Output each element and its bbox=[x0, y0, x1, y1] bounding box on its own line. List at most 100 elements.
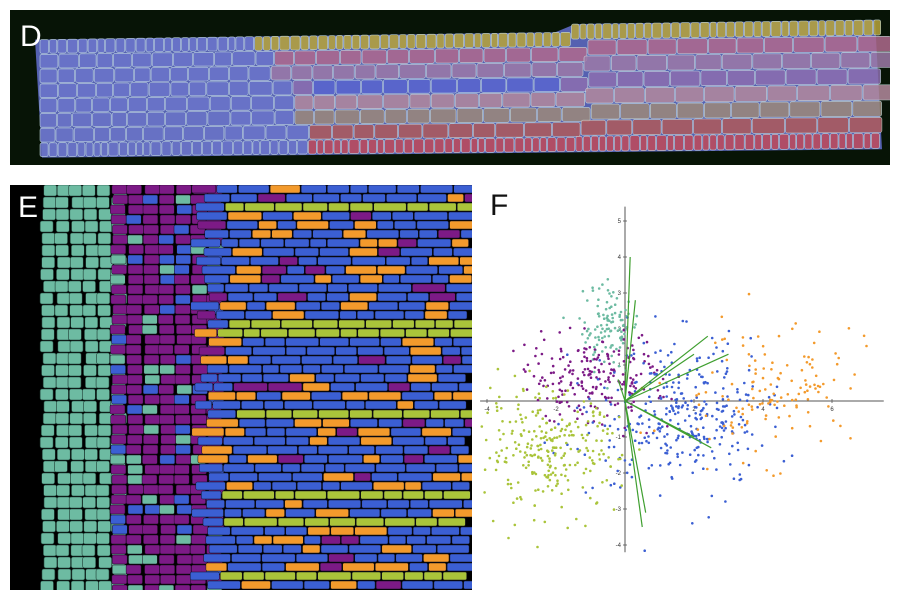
data-point bbox=[723, 337, 726, 341]
cell bbox=[479, 93, 503, 108]
data-point bbox=[803, 355, 806, 358]
cell bbox=[207, 36, 218, 52]
cell bbox=[395, 138, 404, 154]
cell bbox=[127, 254, 144, 265]
data-point bbox=[521, 387, 525, 391]
data-point bbox=[720, 410, 724, 413]
cell bbox=[126, 454, 142, 465]
cell bbox=[232, 247, 263, 257]
cell bbox=[255, 51, 275, 66]
cell bbox=[534, 32, 543, 48]
cell bbox=[238, 185, 270, 194]
data-point bbox=[586, 367, 590, 371]
cell bbox=[428, 445, 451, 455]
data-point bbox=[681, 404, 685, 407]
cell bbox=[606, 135, 614, 152]
cell bbox=[293, 211, 322, 221]
cell bbox=[96, 508, 111, 521]
data-point bbox=[741, 336, 745, 339]
data-point bbox=[591, 391, 594, 394]
data-point bbox=[772, 474, 775, 478]
data-point bbox=[654, 351, 657, 354]
cell bbox=[55, 544, 70, 557]
cell bbox=[224, 508, 242, 518]
cell bbox=[109, 354, 126, 365]
cell bbox=[217, 373, 242, 383]
data-point bbox=[730, 382, 734, 386]
cell bbox=[96, 292, 111, 305]
cell bbox=[110, 434, 127, 445]
cell bbox=[348, 283, 378, 293]
data-point bbox=[758, 389, 762, 393]
cell bbox=[616, 39, 648, 56]
cell bbox=[231, 553, 262, 563]
data-point bbox=[613, 303, 617, 306]
data-point bbox=[603, 386, 606, 390]
data-point bbox=[585, 329, 589, 333]
cell bbox=[243, 328, 261, 338]
cell bbox=[125, 334, 142, 345]
cell bbox=[125, 444, 142, 455]
data-point bbox=[593, 348, 597, 351]
data-point bbox=[606, 289, 610, 292]
data-point bbox=[706, 440, 709, 444]
cell bbox=[383, 346, 410, 356]
data-point bbox=[602, 370, 605, 373]
cell bbox=[403, 445, 429, 455]
data-point bbox=[539, 456, 543, 460]
cell bbox=[335, 346, 357, 356]
cell bbox=[70, 460, 84, 473]
cell bbox=[85, 580, 99, 590]
data-point bbox=[608, 362, 611, 366]
data-point bbox=[541, 376, 544, 379]
cell bbox=[377, 220, 394, 230]
data-point bbox=[543, 473, 547, 477]
data-point bbox=[596, 312, 600, 316]
cell bbox=[164, 37, 172, 52]
data-point bbox=[670, 397, 673, 401]
data-point bbox=[676, 452, 679, 456]
data-point bbox=[794, 322, 797, 325]
cell bbox=[457, 78, 481, 93]
data-point bbox=[551, 390, 555, 393]
data-point bbox=[695, 396, 698, 399]
cell bbox=[85, 244, 100, 257]
data-point bbox=[853, 373, 856, 376]
data-point bbox=[593, 345, 596, 349]
data-point bbox=[607, 334, 611, 338]
cell bbox=[112, 304, 129, 315]
cell bbox=[351, 256, 386, 266]
cell bbox=[69, 388, 83, 401]
cell bbox=[201, 265, 236, 275]
cell bbox=[257, 193, 286, 203]
data-point bbox=[601, 481, 604, 484]
cell bbox=[111, 394, 127, 405]
cell bbox=[67, 352, 82, 365]
data-point bbox=[664, 451, 667, 455]
data-point bbox=[696, 428, 700, 431]
cell bbox=[98, 412, 113, 425]
data-point bbox=[704, 414, 708, 418]
data-point bbox=[741, 344, 745, 347]
cell bbox=[432, 508, 455, 518]
pca-scatter-plot: -4-224654321-1-2-3-4 bbox=[480, 206, 884, 553]
cell bbox=[96, 532, 110, 545]
cell bbox=[368, 301, 399, 311]
cell bbox=[42, 196, 57, 209]
data-point bbox=[779, 396, 783, 399]
cell bbox=[561, 107, 591, 122]
cell bbox=[421, 427, 452, 437]
data-point bbox=[720, 359, 724, 363]
cell bbox=[424, 490, 443, 500]
data-point bbox=[567, 488, 570, 492]
data-point bbox=[548, 437, 551, 440]
cell bbox=[150, 67, 171, 82]
data-point bbox=[659, 349, 662, 352]
data-point bbox=[702, 467, 705, 471]
cell bbox=[351, 34, 361, 50]
cell bbox=[397, 400, 414, 410]
data-point bbox=[619, 486, 622, 489]
cell bbox=[320, 544, 349, 554]
cell bbox=[366, 229, 400, 239]
data-point bbox=[586, 433, 589, 437]
